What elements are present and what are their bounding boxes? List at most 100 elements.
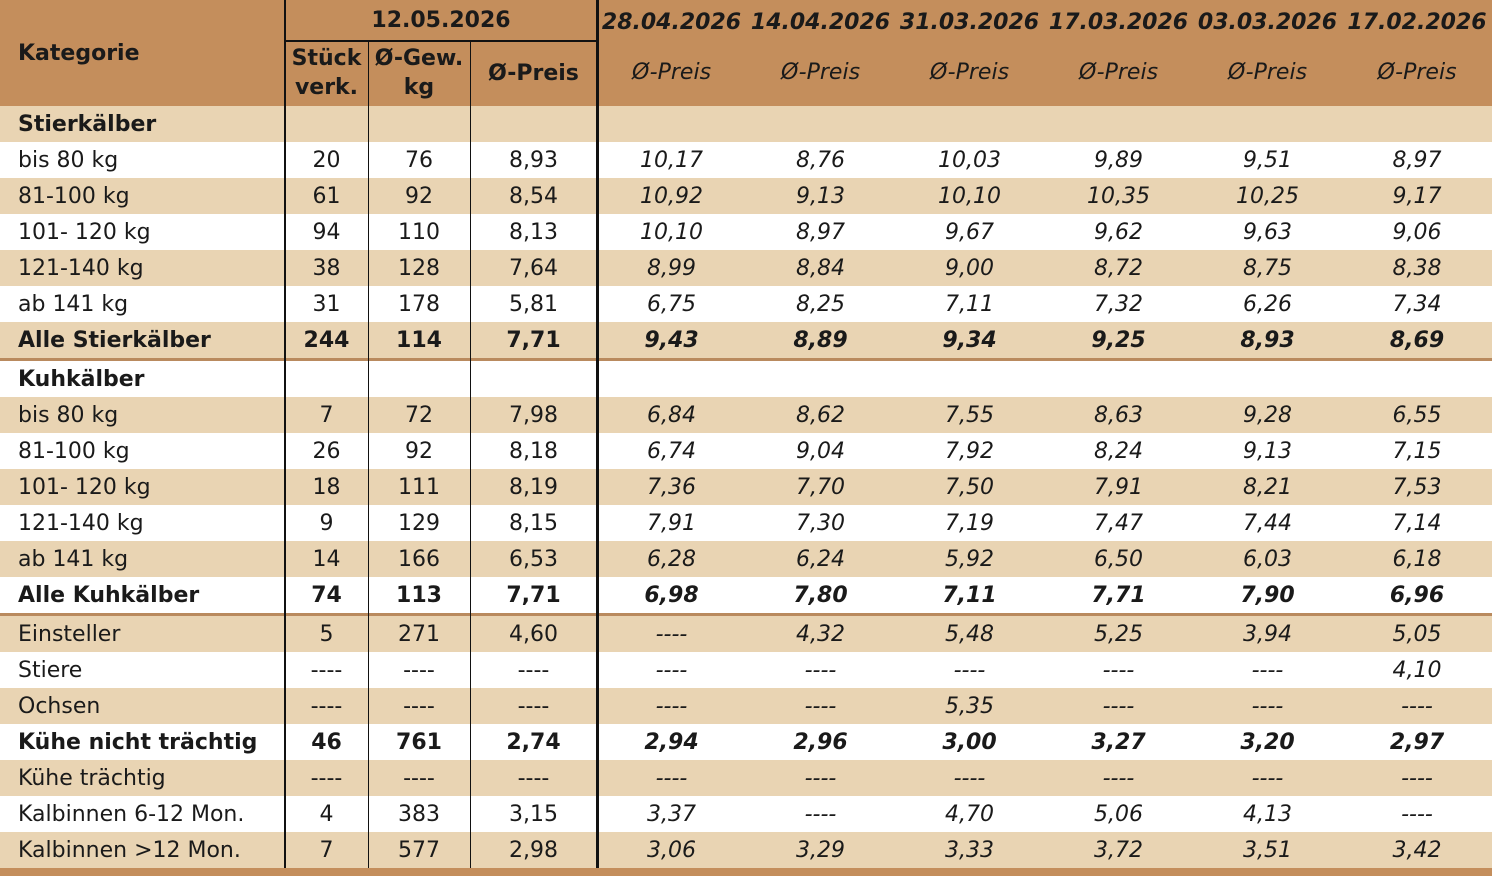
cell: 14 — [312, 546, 341, 572]
header-current-date: 12.05.2026 — [371, 7, 511, 33]
cell: 3,20 — [1240, 729, 1295, 755]
row-bg — [0, 286, 1492, 322]
cell: 7,92 — [945, 438, 994, 464]
cell: 7,53 — [1392, 474, 1442, 500]
cell: 76 — [405, 147, 433, 173]
cell: 5,35 — [945, 693, 994, 719]
header-label: Ø-Preis — [631, 59, 712, 85]
cell: ---- — [1102, 657, 1135, 683]
cell: 9,67 — [945, 219, 994, 245]
header-label: Ø-Preis — [1377, 59, 1457, 85]
cell: 8,38 — [1392, 255, 1442, 281]
cell: 4 — [319, 801, 334, 827]
cell: 4,10 — [1392, 657, 1442, 683]
header-date: 28.04.2026 — [601, 9, 742, 35]
cell: 10,92 — [640, 183, 703, 209]
row-bg — [0, 106, 1492, 142]
cell: 178 — [398, 291, 440, 317]
cell: 3,33 — [945, 837, 994, 863]
cell: 6,28 — [647, 546, 696, 572]
row-label: Alle Kuhkälber — [18, 582, 200, 608]
cell: 9 — [319, 510, 334, 536]
cell: 10,03 — [938, 147, 1001, 173]
cell: 244 — [303, 327, 350, 353]
cell: ---- — [517, 765, 550, 791]
row-bg — [0, 832, 1492, 868]
cell: 9,00 — [945, 255, 994, 281]
cell: ---- — [1251, 657, 1284, 683]
cell: ---- — [403, 693, 435, 719]
cell: 7,71 — [506, 327, 561, 353]
cell: 7,91 — [647, 510, 696, 536]
cell: 31 — [312, 291, 341, 317]
cell: 6,74 — [647, 438, 696, 464]
cell: 8,13 — [509, 219, 558, 245]
cell: ---- — [403, 765, 435, 791]
row-bg — [0, 250, 1492, 286]
cell: 129 — [398, 510, 440, 536]
cell: 8,72 — [1094, 255, 1143, 281]
cell: 7,32 — [1094, 291, 1143, 317]
cell: 7,71 — [506, 582, 561, 608]
row-label: Kühe nicht trächtig — [18, 729, 258, 755]
cell: 7,15 — [1392, 438, 1442, 464]
rule — [285, 40, 597, 42]
cell: ---- — [403, 657, 435, 683]
cell: 72 — [405, 402, 433, 428]
row-label: ab 141 kg — [18, 546, 129, 572]
cell: ---- — [804, 801, 837, 827]
cell: 94 — [312, 219, 341, 245]
row-label: Kühe trächtig — [18, 765, 166, 791]
cell: 9,43 — [644, 327, 699, 353]
cell: 3,00 — [942, 729, 997, 755]
cell: 2,97 — [1389, 729, 1445, 755]
cell: 4,70 — [945, 801, 994, 827]
cell: 2,98 — [509, 837, 558, 863]
cell: 8,76 — [796, 147, 845, 173]
cell: 20 — [312, 147, 341, 173]
cell: ---- — [1401, 765, 1433, 791]
cell: ---- — [310, 657, 343, 683]
cell: 6,96 — [1389, 582, 1445, 608]
row-label: Kalbinnen >12 Mon. — [18, 837, 241, 863]
rule — [284, 0, 286, 868]
cell: 3,27 — [1091, 729, 1146, 755]
cell: 7,71 — [1091, 582, 1146, 608]
cell: 383 — [398, 801, 440, 827]
cell: 761 — [396, 729, 442, 755]
cell: 3,72 — [1094, 837, 1143, 863]
cell: 7,91 — [1094, 474, 1143, 500]
row-bg — [0, 796, 1492, 832]
cell: 6,53 — [509, 546, 558, 572]
header-column: Ø-Preis — [488, 60, 579, 86]
cell: 18 — [312, 474, 341, 500]
cell: 7,30 — [796, 510, 845, 536]
row-bg — [0, 142, 1492, 178]
cell: 6,84 — [647, 402, 696, 428]
row-label: Stierkälber — [18, 111, 157, 137]
cell: 3,15 — [509, 801, 558, 827]
cell: 8,84 — [796, 255, 845, 281]
cell: 9,04 — [796, 438, 845, 464]
cell: ---- — [1251, 693, 1284, 719]
cell: 8,93 — [509, 147, 558, 173]
cell: ---- — [804, 657, 837, 683]
cell: 10,10 — [640, 219, 703, 245]
cell: 6,50 — [1094, 546, 1143, 572]
cell: 9,13 — [796, 183, 845, 209]
cell: 8,99 — [647, 255, 696, 281]
cell: ---- — [804, 693, 837, 719]
row-bg — [0, 433, 1492, 469]
cell: 6,24 — [796, 546, 845, 572]
cell: 5,48 — [945, 621, 994, 647]
cell: 8,62 — [796, 402, 845, 428]
cell: 8,89 — [793, 327, 848, 353]
cell: 6,18 — [1392, 546, 1442, 572]
cell: 577 — [398, 837, 440, 863]
cell: 166 — [398, 546, 440, 572]
cell: 8,18 — [509, 438, 558, 464]
cell: ---- — [517, 693, 550, 719]
rule — [368, 42, 369, 868]
cell: 7,55 — [945, 402, 994, 428]
separator — [0, 358, 1492, 361]
